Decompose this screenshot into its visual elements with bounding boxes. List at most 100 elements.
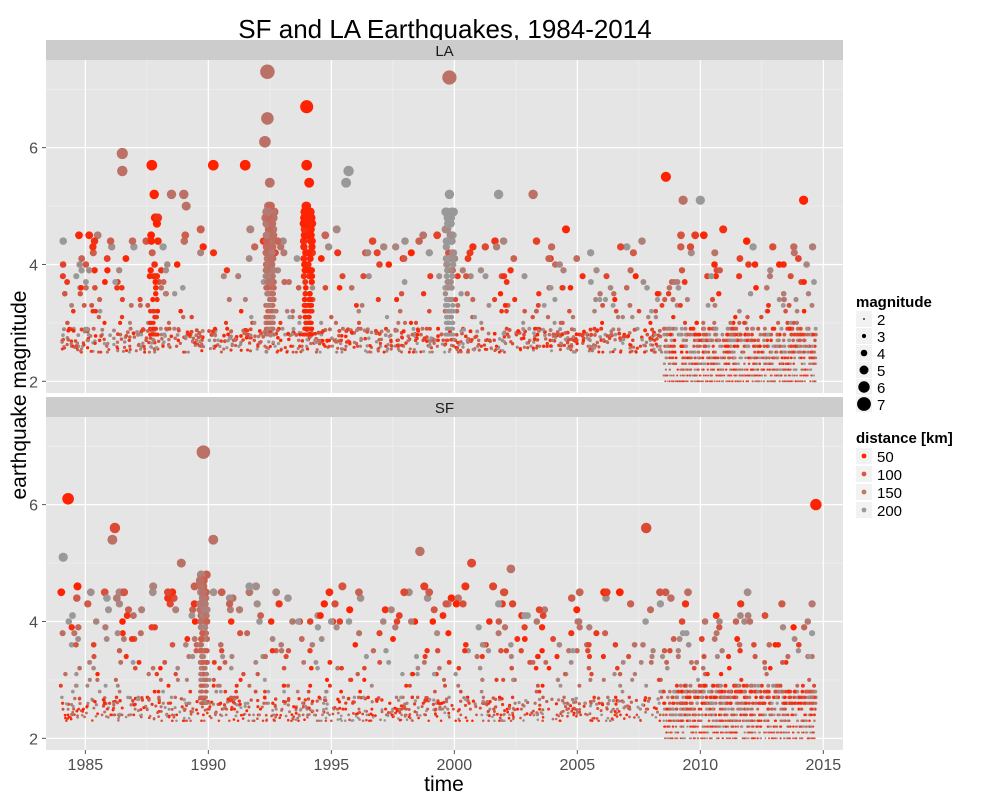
data-point bbox=[664, 338, 668, 343]
data-point bbox=[728, 380, 731, 383]
data-point bbox=[234, 689, 238, 694]
data-point bbox=[97, 296, 103, 303]
data-point bbox=[336, 618, 344, 625]
data-point bbox=[289, 618, 296, 625]
data-point bbox=[383, 648, 389, 654]
data-point bbox=[581, 341, 585, 345]
data-point bbox=[783, 731, 787, 734]
data-point bbox=[107, 701, 112, 705]
data-point bbox=[681, 737, 684, 740]
data-point bbox=[406, 338, 410, 343]
data-point bbox=[706, 380, 709, 383]
data-point bbox=[444, 314, 450, 320]
data-point bbox=[521, 636, 528, 642]
data-point bbox=[452, 337, 456, 342]
data-point bbox=[728, 332, 733, 337]
data-point bbox=[767, 665, 773, 671]
data-point bbox=[705, 725, 709, 728]
data-point bbox=[510, 255, 518, 263]
data-point bbox=[477, 267, 485, 274]
data-point bbox=[649, 653, 655, 660]
data-point bbox=[791, 707, 795, 711]
data-point bbox=[461, 345, 465, 349]
data-point bbox=[800, 332, 805, 337]
data-point bbox=[732, 618, 740, 625]
data-point bbox=[200, 606, 208, 614]
data-point bbox=[535, 606, 543, 614]
data-point bbox=[339, 273, 346, 280]
data-point bbox=[375, 699, 379, 703]
data-point bbox=[470, 296, 476, 303]
data-point bbox=[314, 338, 318, 343]
data-point bbox=[597, 701, 601, 705]
data-point bbox=[525, 712, 529, 716]
data-point bbox=[751, 641, 757, 648]
data-point bbox=[85, 327, 90, 332]
data-point bbox=[672, 374, 675, 377]
data-point bbox=[694, 320, 700, 325]
data-point bbox=[175, 719, 178, 723]
data-point bbox=[368, 237, 377, 245]
data-point bbox=[459, 350, 463, 354]
notable-point bbox=[166, 189, 177, 200]
data-point bbox=[269, 296, 275, 303]
data-point bbox=[809, 350, 813, 354]
data-point bbox=[574, 332, 579, 337]
data-point bbox=[197, 624, 205, 631]
data-point bbox=[663, 362, 667, 366]
data-point bbox=[627, 331, 632, 335]
data-point bbox=[87, 659, 93, 665]
data-point bbox=[297, 719, 300, 723]
data-point bbox=[150, 665, 156, 671]
data-point bbox=[170, 707, 174, 711]
data-point bbox=[400, 713, 403, 717]
data-point bbox=[644, 284, 650, 291]
data-point bbox=[763, 332, 768, 337]
data-point bbox=[726, 719, 729, 723]
data-point bbox=[736, 368, 740, 371]
data-point bbox=[73, 273, 80, 280]
data-point bbox=[178, 308, 184, 314]
data-point bbox=[123, 612, 131, 620]
data-point bbox=[271, 326, 276, 331]
data-point bbox=[575, 588, 584, 597]
data-point bbox=[606, 695, 610, 700]
data-point bbox=[440, 701, 444, 705]
data-point bbox=[638, 659, 644, 665]
data-point bbox=[243, 704, 247, 708]
data-point bbox=[679, 374, 682, 377]
data-point bbox=[209, 716, 213, 720]
data-point bbox=[601, 338, 606, 342]
data-point bbox=[281, 665, 287, 671]
data-point bbox=[472, 314, 478, 320]
data-point bbox=[787, 350, 791, 354]
data-point bbox=[493, 719, 496, 723]
data-point bbox=[763, 284, 770, 291]
data-point bbox=[714, 689, 719, 694]
data-point bbox=[592, 308, 597, 314]
data-point bbox=[548, 344, 553, 348]
data-point bbox=[512, 707, 516, 711]
data-point bbox=[813, 380, 816, 383]
data-point bbox=[268, 344, 272, 349]
data-point bbox=[746, 332, 750, 337]
data-point bbox=[532, 331, 536, 335]
data-point bbox=[711, 636, 718, 642]
data-point bbox=[554, 717, 558, 721]
data-point bbox=[709, 725, 713, 728]
data-point bbox=[722, 689, 727, 694]
data-point bbox=[717, 689, 721, 694]
data-point bbox=[306, 618, 314, 625]
data-point bbox=[369, 712, 373, 716]
data-point bbox=[365, 350, 369, 354]
data-point bbox=[674, 279, 681, 285]
data-point bbox=[627, 267, 634, 274]
data-point bbox=[377, 659, 383, 665]
data-point bbox=[190, 600, 199, 608]
data-point bbox=[60, 701, 65, 705]
data-point bbox=[752, 653, 758, 660]
data-point bbox=[775, 344, 779, 348]
data-point bbox=[772, 326, 777, 331]
data-point bbox=[78, 255, 86, 263]
data-point bbox=[252, 338, 257, 343]
